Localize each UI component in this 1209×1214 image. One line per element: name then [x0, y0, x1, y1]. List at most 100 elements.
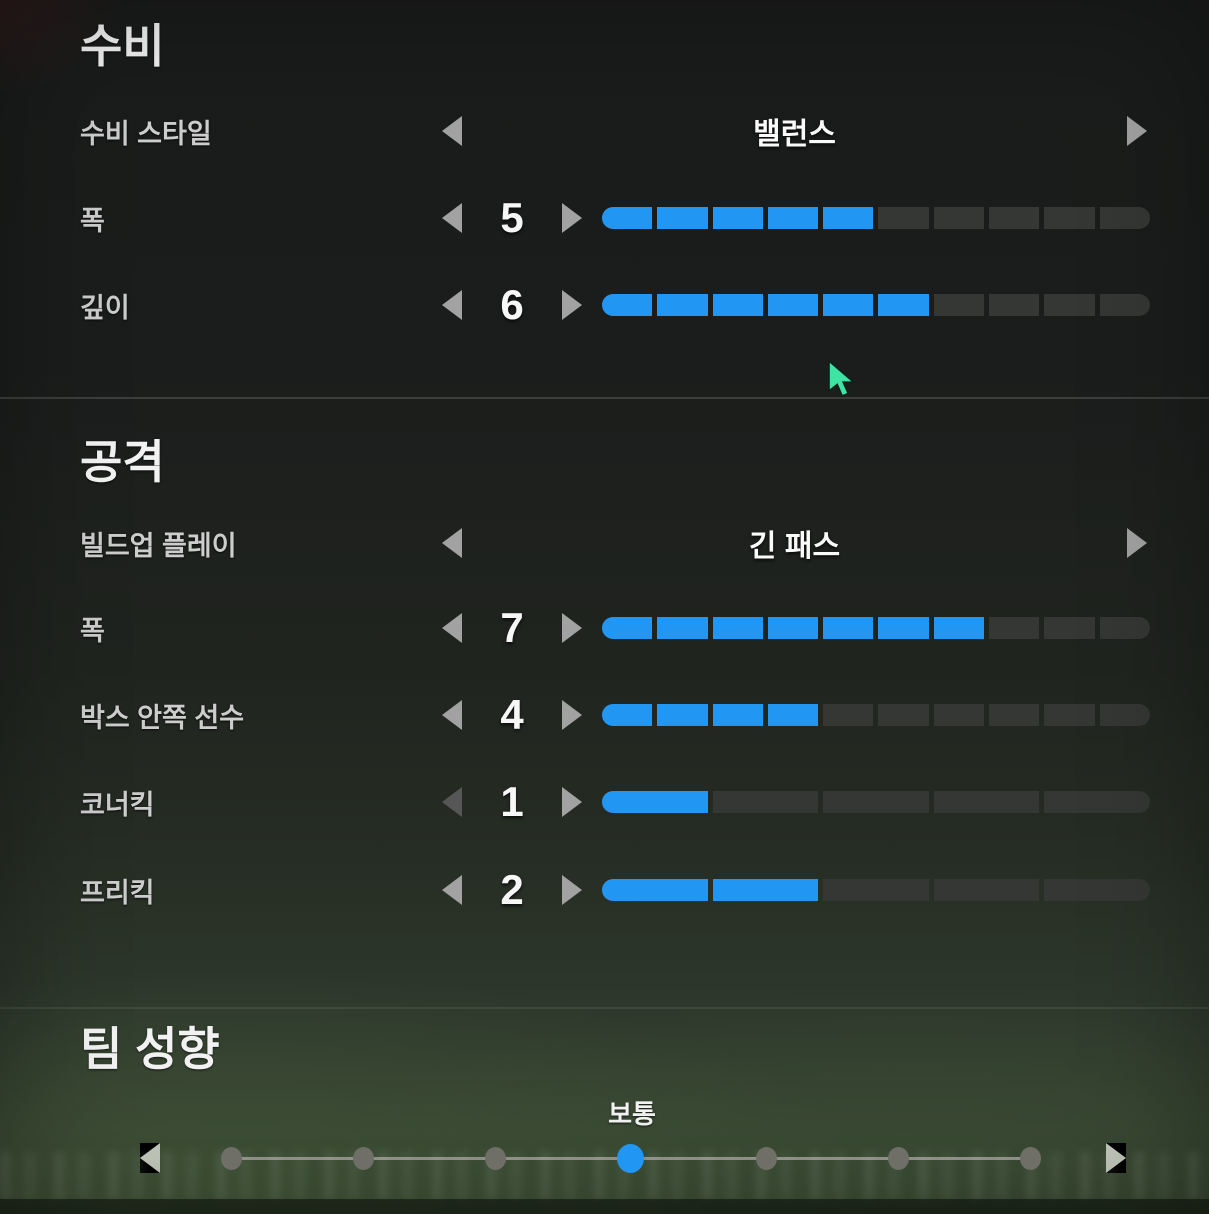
players-in-box-segment-bar[interactable]: [602, 704, 1150, 726]
bar-segment-empty: [1044, 617, 1095, 639]
players-in-box-value: 4: [500, 691, 524, 738]
corner-kicks-increase-arrow-icon[interactable]: [562, 787, 582, 817]
free-kicks-label: 프리킥: [80, 877, 155, 908]
bottom-edge-strip: [0, 1199, 1209, 1214]
slider-dot[interactable]: [221, 1146, 242, 1170]
bar-segment-empty: [712, 791, 819, 813]
bar-segment-filled: [823, 294, 874, 316]
section-divider: [0, 1007, 1209, 1009]
bar-segment-filled: [602, 704, 653, 726]
attack-width-decrease-arrow-icon[interactable]: [442, 613, 462, 643]
buildup-play-next-arrow-icon[interactable]: [1127, 528, 1147, 558]
bar-segment-empty: [933, 704, 985, 726]
free-kicks-decrease-arrow-icon[interactable]: [442, 875, 462, 905]
bar-segment-filled: [767, 617, 819, 639]
bar-segment-empty: [878, 704, 929, 726]
bar-segment-filled: [657, 704, 708, 726]
bar-segment-filled: [823, 617, 874, 639]
bar-segment-empty: [1044, 207, 1095, 229]
bar-segment-filled: [657, 617, 708, 639]
defense-style-label: 수비 스타일: [80, 118, 212, 149]
bar-segment-filled: [602, 791, 708, 813]
defense-width-segment-bar[interactable]: [602, 207, 1150, 229]
bar-segment-filled: [602, 207, 653, 229]
free-kicks-segment-bar[interactable]: [602, 879, 1150, 901]
slider-dot[interactable]: [887, 1146, 909, 1170]
slider-dot[interactable]: [485, 1146, 507, 1170]
buildup-play-prev-arrow-icon[interactable]: [442, 528, 462, 558]
bar-segment-empty: [1099, 207, 1150, 229]
bar-segment-empty: [933, 791, 1040, 813]
bar-segment-filled: [767, 207, 819, 229]
setting-row-players-in-box: 박스 안쪽 선수 4: [0, 689, 1209, 741]
attack-width-segment-bar[interactable]: [602, 617, 1150, 639]
setting-row-defense-depth: 깊이 6: [0, 279, 1209, 331]
defense-style-prev-arrow-icon[interactable]: [442, 116, 462, 146]
defense-width-decrease-arrow-icon[interactable]: [442, 203, 462, 233]
mouse-cursor-icon: [828, 360, 856, 398]
bar-segment-empty: [878, 207, 929, 229]
setting-row-attack-width: 폭 7: [0, 602, 1209, 654]
bar-segment-filled: [767, 704, 819, 726]
bar-segment-empty: [823, 704, 874, 726]
section-title-attack: 공격: [80, 436, 165, 488]
bar-segment-filled: [823, 207, 874, 229]
setting-row-corner-kicks: 코너킥 1: [0, 776, 1209, 828]
corner-kicks-label: 코너킥: [80, 789, 155, 820]
bar-segment-filled: [712, 294, 763, 316]
setting-row-defense-width: 폭 5: [0, 192, 1209, 244]
defense-width-increase-arrow-icon[interactable]: [562, 203, 582, 233]
bar-segment-empty: [989, 704, 1040, 726]
attack-width-increase-arrow-icon[interactable]: [562, 613, 582, 643]
attack-width-value: 7: [500, 604, 524, 651]
bar-segment-empty: [933, 207, 985, 229]
corner-kicks-segment-bar[interactable]: [602, 791, 1150, 813]
defense-depth-decrease-arrow-icon[interactable]: [442, 290, 462, 320]
defense-depth-increase-arrow-icon[interactable]: [562, 290, 582, 320]
corner-kicks-decrease-arrow-icon[interactable]: [442, 787, 462, 817]
defense-depth-value: 6: [500, 281, 524, 328]
corner-kicks-value: 1: [500, 778, 524, 825]
bar-segment-filled: [602, 294, 653, 316]
bar-segment-empty: [1099, 294, 1150, 316]
buildup-play-value: 긴 패스: [748, 530, 841, 563]
mentality-slider: [0, 1132, 1209, 1184]
buildup-play-label: 빌드업 플레이: [80, 530, 237, 561]
bar-segment-empty: [1044, 704, 1095, 726]
slider-dot[interactable]: [353, 1146, 375, 1170]
bar-segment-filled: [712, 879, 819, 901]
free-kicks-increase-arrow-icon[interactable]: [562, 875, 582, 905]
bar-segment-empty: [1044, 294, 1095, 316]
bar-segment-filled: [657, 294, 708, 316]
bar-segment-filled: [602, 879, 708, 901]
slider-dot[interactable]: [755, 1146, 777, 1170]
bar-segment-empty: [1099, 704, 1150, 726]
players-in-box-increase-arrow-icon[interactable]: [562, 700, 582, 730]
bar-segment-filled: [767, 294, 819, 316]
setting-row-buildup-play: 빌드업 플레이 긴 패스: [0, 517, 1209, 569]
bar-segment-empty: [1044, 791, 1150, 813]
defense-depth-label: 깊이: [80, 292, 130, 323]
bar-segment-filled: [712, 704, 763, 726]
bar-segment-filled: [878, 617, 929, 639]
bar-segment-filled: [933, 617, 985, 639]
defense-depth-segment-bar[interactable]: [602, 294, 1150, 316]
bar-segment-empty: [823, 791, 929, 813]
defense-style-value: 밸런스: [753, 118, 836, 151]
bar-segment-filled: [712, 617, 763, 639]
free-kicks-value: 2: [500, 866, 524, 913]
setting-row-free-kicks: 프리킥 2: [0, 864, 1209, 916]
slider-track[interactable]: [221, 1132, 1041, 1184]
bar-segment-filled: [712, 207, 763, 229]
defense-style-next-arrow-icon[interactable]: [1127, 116, 1147, 146]
slider-dot[interactable]: [1019, 1146, 1041, 1170]
slider-right-arrow-icon[interactable]: [1106, 1143, 1126, 1173]
players-in-box-label: 박스 안쪽 선수: [80, 702, 245, 733]
slider-left-arrow-icon[interactable]: [140, 1143, 160, 1173]
bar-segment-empty: [989, 617, 1040, 639]
players-in-box-decrease-arrow-icon[interactable]: [442, 700, 462, 730]
section-title-defense: 수비: [80, 20, 165, 72]
slider-dot-selected[interactable]: [617, 1143, 645, 1173]
defense-width-label: 폭: [80, 205, 105, 236]
